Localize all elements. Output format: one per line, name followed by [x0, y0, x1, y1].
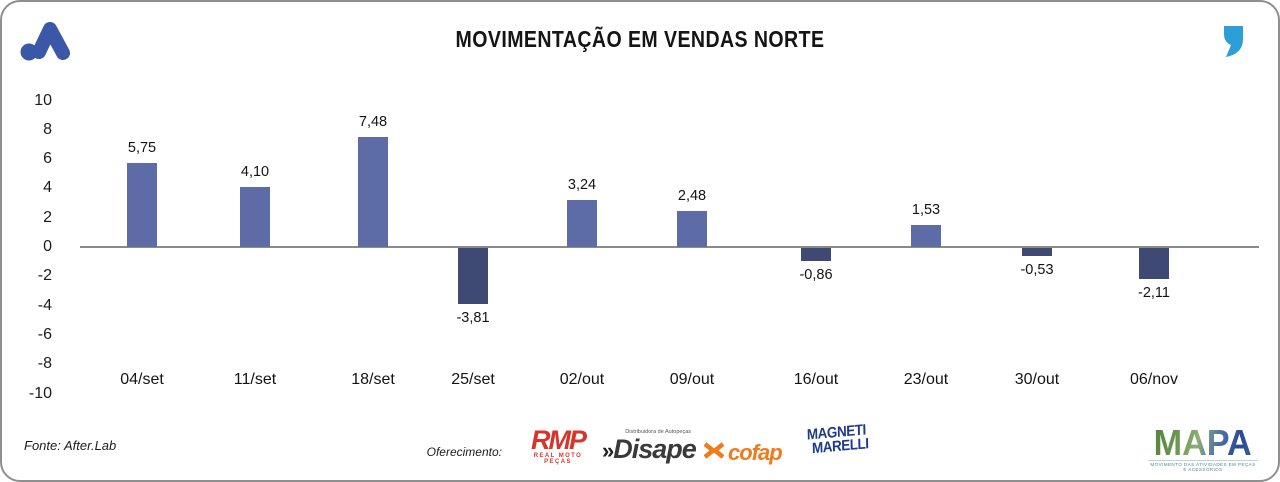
y-axis-tick: 4: [43, 179, 52, 197]
x-axis-label: 09/out: [669, 371, 715, 388]
x-axis-label: 16/out: [793, 371, 839, 388]
rmp-logo-subtitle: REAL MOTO PEÇAS: [533, 453, 583, 465]
x-axis-label: 06/nov: [1129, 371, 1179, 388]
y-axis-tick: 2: [43, 208, 52, 226]
bar: [1139, 248, 1169, 279]
bar-value-label: 1,53: [911, 202, 941, 218]
y-axis-tick: 0: [43, 238, 52, 255]
x-axis-label: 30/out: [1014, 371, 1060, 388]
x-axis-line: [80, 246, 1259, 248]
mapa-logo-text: MAPA: [1153, 422, 1253, 463]
chart-title: MOVIMENTAÇÃO EM VENDAS NORTE: [455, 26, 825, 52]
bar-value-label: -2,11: [1138, 285, 1170, 301]
disape-logo: Distribuidora de Autopeças »Disape: [602, 429, 697, 464]
bar-value-label: 7,48: [358, 114, 388, 130]
bar-value-label: 5,75: [127, 140, 157, 156]
disape-chevrons-icon: »: [602, 438, 614, 463]
bar: [677, 211, 707, 247]
bar: [1022, 248, 1052, 256]
y-axis-tick: -6: [37, 325, 52, 343]
x-axis-label: 02/out: [559, 371, 605, 388]
bar: [801, 248, 831, 261]
bar-value-label: -0,86: [799, 267, 833, 283]
bar: [127, 163, 157, 247]
bar: [358, 137, 388, 247]
cofap-x-icon: [703, 442, 725, 464]
bar: [240, 187, 270, 247]
y-axis-tick: -8: [37, 355, 52, 373]
x-axis-label: 04/set: [120, 371, 164, 388]
bar: [458, 248, 488, 304]
bar-value-label: 2,48: [677, 188, 707, 204]
y-axis-tick: 10: [34, 91, 52, 109]
rmp-logo-text: RMP: [531, 425, 587, 455]
y-axis-tick: -4: [37, 296, 52, 314]
mapa-logo: MAPA MOVIMENTO DAS ATIVIDADES EM PEÇAS E…: [1148, 422, 1258, 472]
mapa-logo-subtitle: MOVIMENTO DAS ATIVIDADES EM PEÇAS E ACES…: [1148, 460, 1258, 472]
bar-value-label: -3,81: [456, 310, 490, 326]
bar-value-label: -0,53: [1020, 262, 1054, 278]
disape-logo-text: »Disape: [602, 434, 697, 464]
source-note: Fonte: After.Lab: [24, 438, 117, 453]
x-axis-label: 23/out: [903, 371, 949, 388]
y-axis-tick: -10: [28, 384, 52, 402]
x-axis-label: 11/set: [233, 371, 277, 388]
y-axis-tick: -2: [37, 267, 52, 285]
cofap-logo-text: cofap: [728, 440, 783, 465]
quote-mark-icon: [1222, 26, 1244, 63]
bar-value-label: 4,10: [240, 164, 270, 180]
disape-logo-subtitle: Distribuidora de Autopeças: [625, 429, 691, 435]
bar: [911, 225, 941, 247]
y-axis-tick: 6: [43, 150, 52, 168]
cofap-logo: cofap: [703, 440, 794, 466]
bar-value-label: 3,24: [567, 177, 597, 193]
y-axis-tick: 8: [43, 120, 52, 138]
rmp-logo: RMP REAL MOTO PEÇAS: [522, 425, 594, 466]
x-axis-label: 25/set: [451, 371, 495, 388]
bar: [567, 200, 597, 247]
magneti-marelli-logo: MAGNETI MARELLI: [801, 421, 873, 457]
x-axis-label: 18/set: [351, 371, 395, 388]
sponsorship-label: Oferecimento:: [426, 445, 502, 459]
afterlab-mark-icon: [18, 16, 72, 67]
